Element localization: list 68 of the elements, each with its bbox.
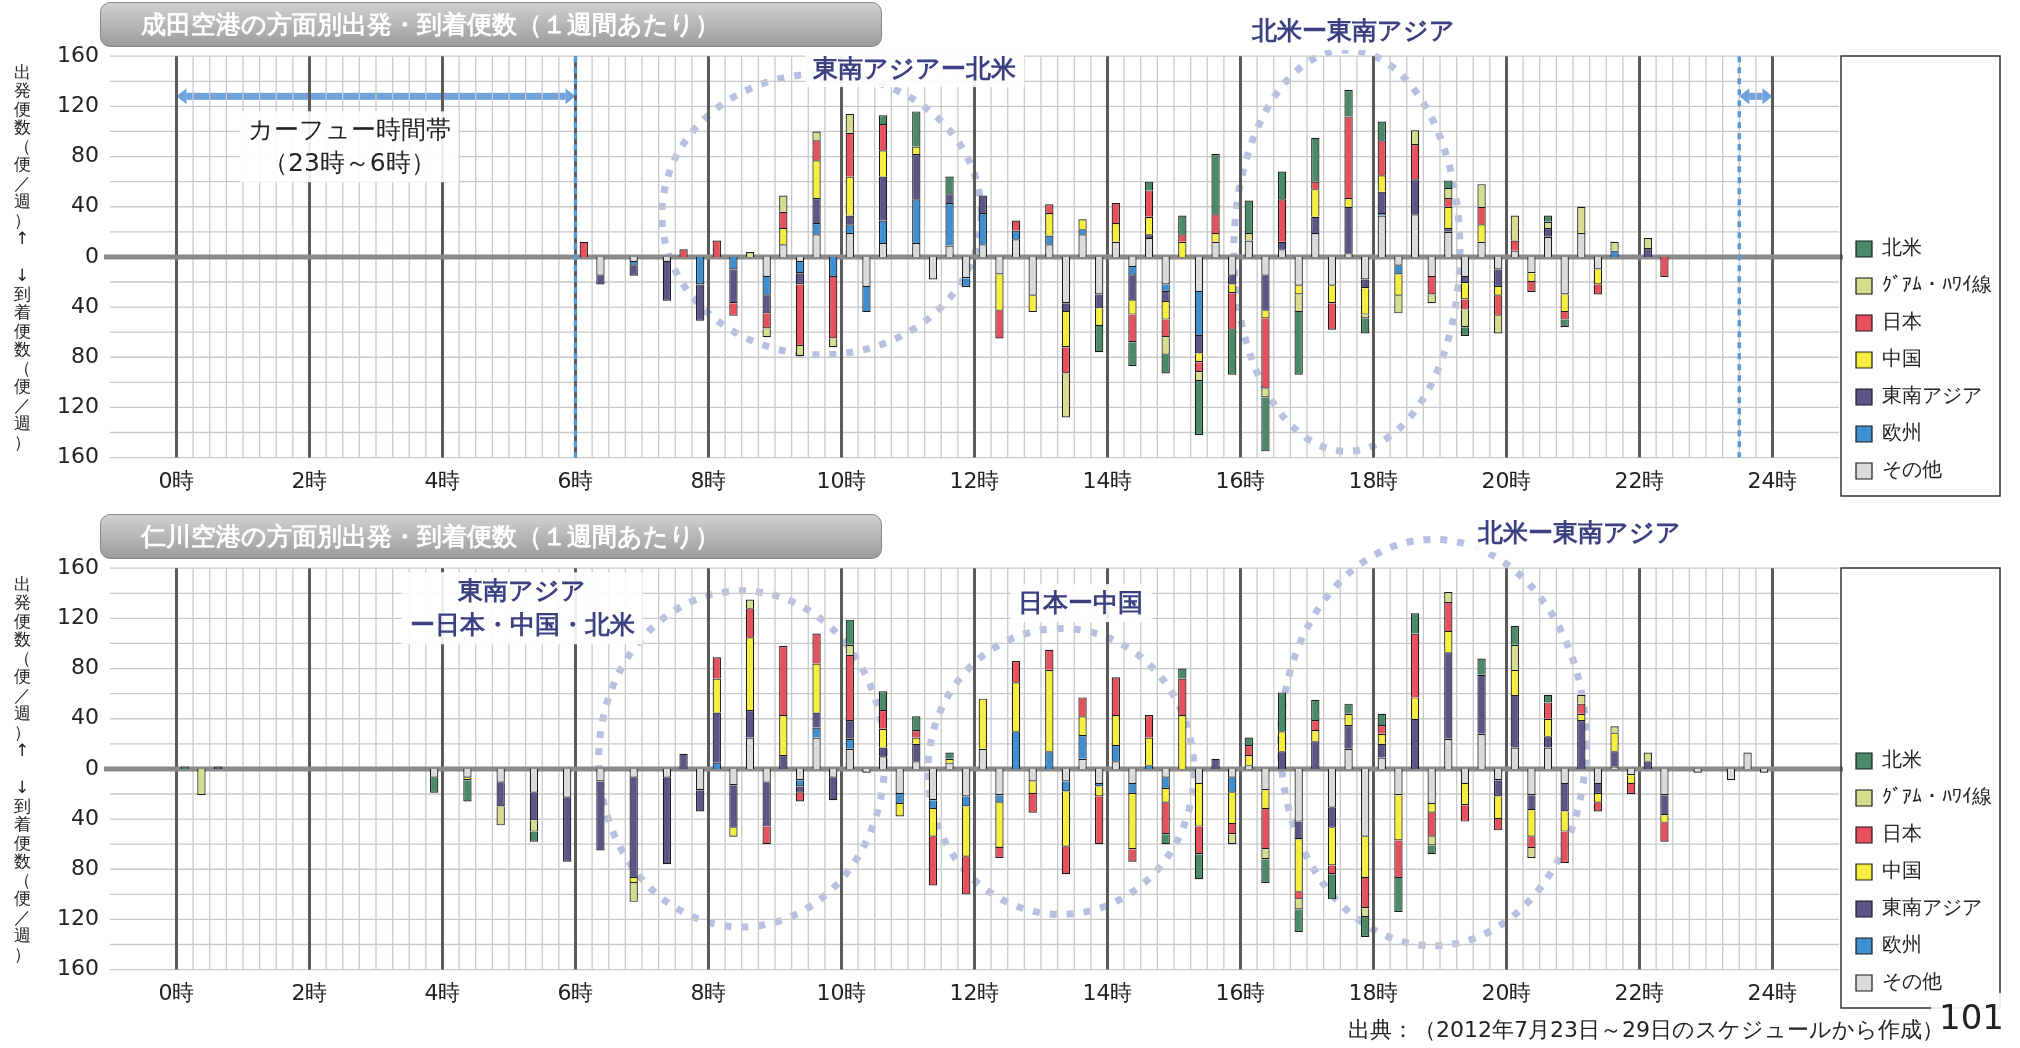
text: 北米ー東南アジア: [1470, 514, 1690, 552]
legend-label: 中国: [1882, 858, 1922, 883]
x-tick-label: 2時: [291, 979, 328, 1005]
x-tick-label: 20時: [1481, 979, 1532, 1005]
x-tick-label: 2時: [291, 467, 328, 493]
y-tick-label: 40: [70, 192, 99, 218]
y-tick-label: 120: [56, 604, 99, 630]
x-tick-label: 0時: [158, 467, 195, 493]
x-tick-label: 12時: [949, 979, 1000, 1005]
legend-label: 中国: [1882, 346, 1922, 371]
y-tick-label: 40: [70, 704, 99, 730]
legend-label: 日本: [1882, 309, 1922, 334]
annotation: 東南アジアー日本・中国・北米: [409, 575, 635, 642]
y-tick-label: 80: [70, 142, 99, 168]
x-tick-label: 4時: [424, 467, 461, 493]
y-tick-label: 80: [70, 854, 99, 880]
legend-label: その他: [1882, 969, 1942, 994]
x-tick-label: 6時: [557, 467, 594, 493]
y-tick-label: 0: [84, 754, 99, 780]
text: 出発便数（便／週）↑ ↓到着便数（便／週）: [13, 61, 31, 452]
legend-label: ｸﾞｱﾑ・ﾊﾜｲ線: [1882, 272, 1992, 297]
x-tick-label: 8時: [690, 467, 727, 493]
x-tick-label: 10時: [816, 979, 867, 1005]
x-tick-label: 16時: [1215, 979, 1266, 1005]
x-tick-label: 24時: [1747, 467, 1798, 493]
x-tick-label: 16時: [1215, 467, 1266, 493]
y-tick-label: 160: [56, 41, 99, 67]
x-tick-label: 4時: [424, 979, 461, 1005]
y-tick-label: 40: [70, 804, 99, 830]
annotation: 東南アジアー北米: [805, 49, 1025, 88]
legend-label: 東南アジア: [1882, 383, 1982, 408]
x-tick-label: 22時: [1614, 467, 1665, 493]
legend-label: その他: [1882, 457, 1942, 482]
x-tick-label: 24時: [1747, 979, 1798, 1005]
x-tick-label: 10時: [816, 467, 867, 493]
x-tick-label: 8時: [690, 979, 727, 1005]
x-tick-label: 6時: [557, 979, 594, 1005]
chart-title: 成田空港の方面別出発・到着便数（１週間あたり）: [100, 2, 882, 47]
annotation: 日本ー中国: [1010, 584, 1152, 623]
y-tick-label: 80: [70, 654, 99, 680]
legend-label: 日本: [1882, 821, 1922, 846]
y-tick-label: 160: [56, 553, 99, 579]
chart-title: 仁川空港の方面別出発・到着便数（１週間あたり）: [100, 514, 882, 559]
x-tick-label: 22時: [1614, 979, 1665, 1005]
y-tick-label: 120: [56, 905, 99, 931]
x-tick-label: 12時: [949, 467, 1000, 493]
y-tick-label: 160: [56, 443, 99, 469]
x-tick-label: 0時: [158, 979, 195, 1005]
y-tick-label: 120: [56, 92, 99, 118]
legend-label: 東南アジア: [1882, 895, 1982, 920]
text: 北米ー東南アジア: [1244, 12, 1464, 50]
legend-label: 欧州: [1882, 420, 1922, 445]
x-tick-label: 14時: [1082, 467, 1133, 493]
text: 出発便数（便／週）↑ ↓到着便数（便／週）: [13, 573, 31, 964]
annotation: カーフュー時間帯（23時～6時）: [247, 113, 451, 180]
y-tick-label: 120: [56, 393, 99, 419]
y-tick-label: 40: [70, 292, 99, 318]
y-tick-label: 160: [56, 955, 99, 981]
y-tick-label: 0: [84, 242, 99, 268]
x-tick-label: 20時: [1481, 467, 1532, 493]
legend-label: 欧州: [1882, 932, 1922, 957]
x-tick-label: 18時: [1348, 979, 1399, 1005]
legend-label: 北米: [1882, 235, 1922, 260]
x-tick-label: 18時: [1348, 467, 1399, 493]
x-tick-label: 14時: [1082, 979, 1133, 1005]
legend-label: ｸﾞｱﾑ・ﾊﾜｲ線: [1882, 784, 1992, 809]
legend-label: 北米: [1882, 747, 1922, 772]
y-tick-label: 80: [70, 342, 99, 368]
